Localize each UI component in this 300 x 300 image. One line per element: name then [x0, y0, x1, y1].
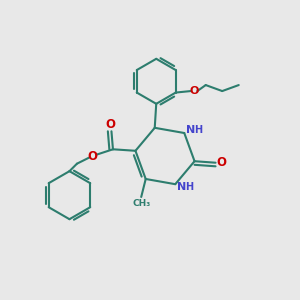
Text: O: O — [105, 118, 115, 131]
Text: N: N — [186, 125, 196, 135]
Text: O: O — [190, 86, 199, 96]
Text: O: O — [88, 150, 98, 163]
Text: N: N — [177, 182, 187, 192]
Text: O: O — [216, 156, 226, 169]
Text: H: H — [185, 182, 194, 192]
Text: CH₃: CH₃ — [132, 199, 150, 208]
Text: H: H — [194, 125, 202, 135]
